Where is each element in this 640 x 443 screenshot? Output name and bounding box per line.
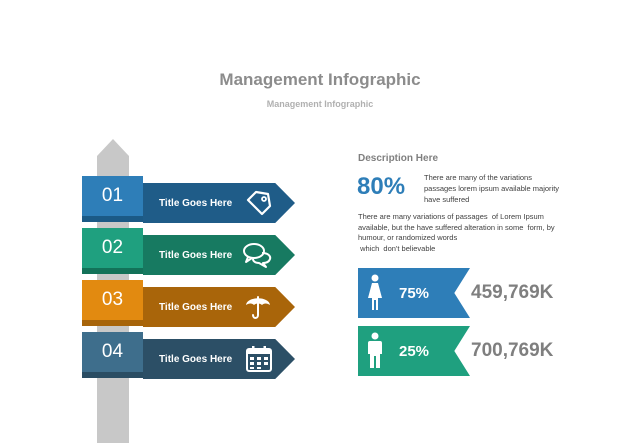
stat-value: 459,769K [471, 282, 554, 303]
item-title: Title Goes Here [159, 197, 233, 209]
item-title: Title Goes Here [159, 353, 233, 365]
item-number-tab: 04 [82, 332, 143, 372]
stat-percent: 25% [399, 342, 430, 360]
description-heading: Description Here [358, 153, 439, 164]
item-title: Title Goes Here [159, 301, 233, 313]
tab-fold [82, 320, 143, 326]
male-icon [368, 332, 382, 368]
item-number: 03 [101, 289, 124, 310]
item-arrow [143, 287, 295, 327]
chat-bubbles-icon [243, 243, 272, 268]
calendar-icon [246, 346, 272, 372]
stat-percent: 75% [399, 284, 430, 302]
description-paragraph: There are many variations of passages of… [358, 212, 555, 253]
item-number: 02 [101, 237, 124, 258]
tab-fold [82, 268, 143, 274]
item-number: 01 [101, 185, 124, 206]
page-title: Management Infographic [219, 70, 421, 89]
tag-icon [246, 190, 272, 216]
item-arrow [143, 339, 295, 379]
item-number-tab: 03 [82, 280, 143, 320]
item-number-tab: 01 [82, 176, 143, 216]
item-number: 04 [101, 341, 124, 362]
description-percent-text: There are many of the variations passage… [424, 173, 560, 204]
tab-fold [82, 216, 143, 222]
item-title: Title Goes Here [159, 249, 233, 261]
female-icon [368, 274, 382, 310]
umbrella-icon [246, 296, 270, 319]
stat-value: 700,769K [471, 340, 554, 361]
page-subtitle: Management Infographic [266, 99, 374, 109]
item-number-tab: 02 [82, 228, 143, 268]
tab-fold [82, 372, 143, 378]
description-percent: 80% [357, 173, 406, 200]
